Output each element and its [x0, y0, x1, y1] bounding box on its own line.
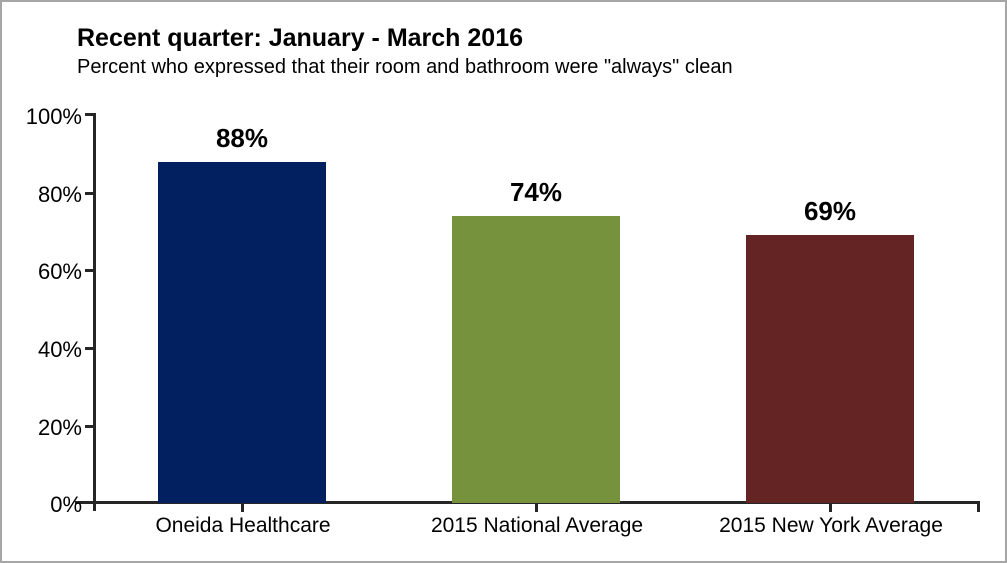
bar-value-label: 74% [509, 176, 563, 207]
y-axis-tick-label: 0% [50, 492, 82, 517]
chart-title: Recent quarter: January - March 2016 [77, 24, 524, 52]
y-axis-tick [85, 113, 93, 116]
plot-area: 88% 74% 69% [96, 115, 978, 503]
y-axis-tick-label: 40% [37, 337, 82, 362]
y-axis-tick-label: 60% [37, 259, 82, 284]
y-axis-tick-label: 20% [37, 415, 82, 440]
y-axis-tick-label: 80% [37, 182, 82, 207]
y-axis-tick [85, 347, 93, 350]
x-axis-tick [535, 504, 538, 512]
x-axis-category-label: 2015 National Average [430, 514, 644, 537]
x-axis-tick [241, 504, 244, 512]
x-axis-category-label: 2015 New York Average [719, 514, 943, 537]
bar-value-label: 69% [803, 196, 857, 227]
y-axis-tick [85, 425, 93, 428]
x-axis-category-label: Oneida Healthcare [155, 514, 331, 537]
y-axis-tick-label: 100% [25, 104, 82, 129]
y-axis-line [93, 113, 96, 511]
bar-2015-new-york-average [746, 235, 914, 503]
y-axis-tick [85, 192, 93, 195]
chart-subtitle: Percent who expressed that their room an… [77, 56, 733, 78]
x-axis-tick-end [977, 504, 980, 512]
x-axis-tick [829, 504, 832, 512]
bar-oneida-healthcare [158, 161, 326, 503]
bar-value-label: 88% [215, 122, 269, 153]
bar-2015-national-average [452, 215, 620, 503]
y-axis-tick [85, 269, 93, 272]
